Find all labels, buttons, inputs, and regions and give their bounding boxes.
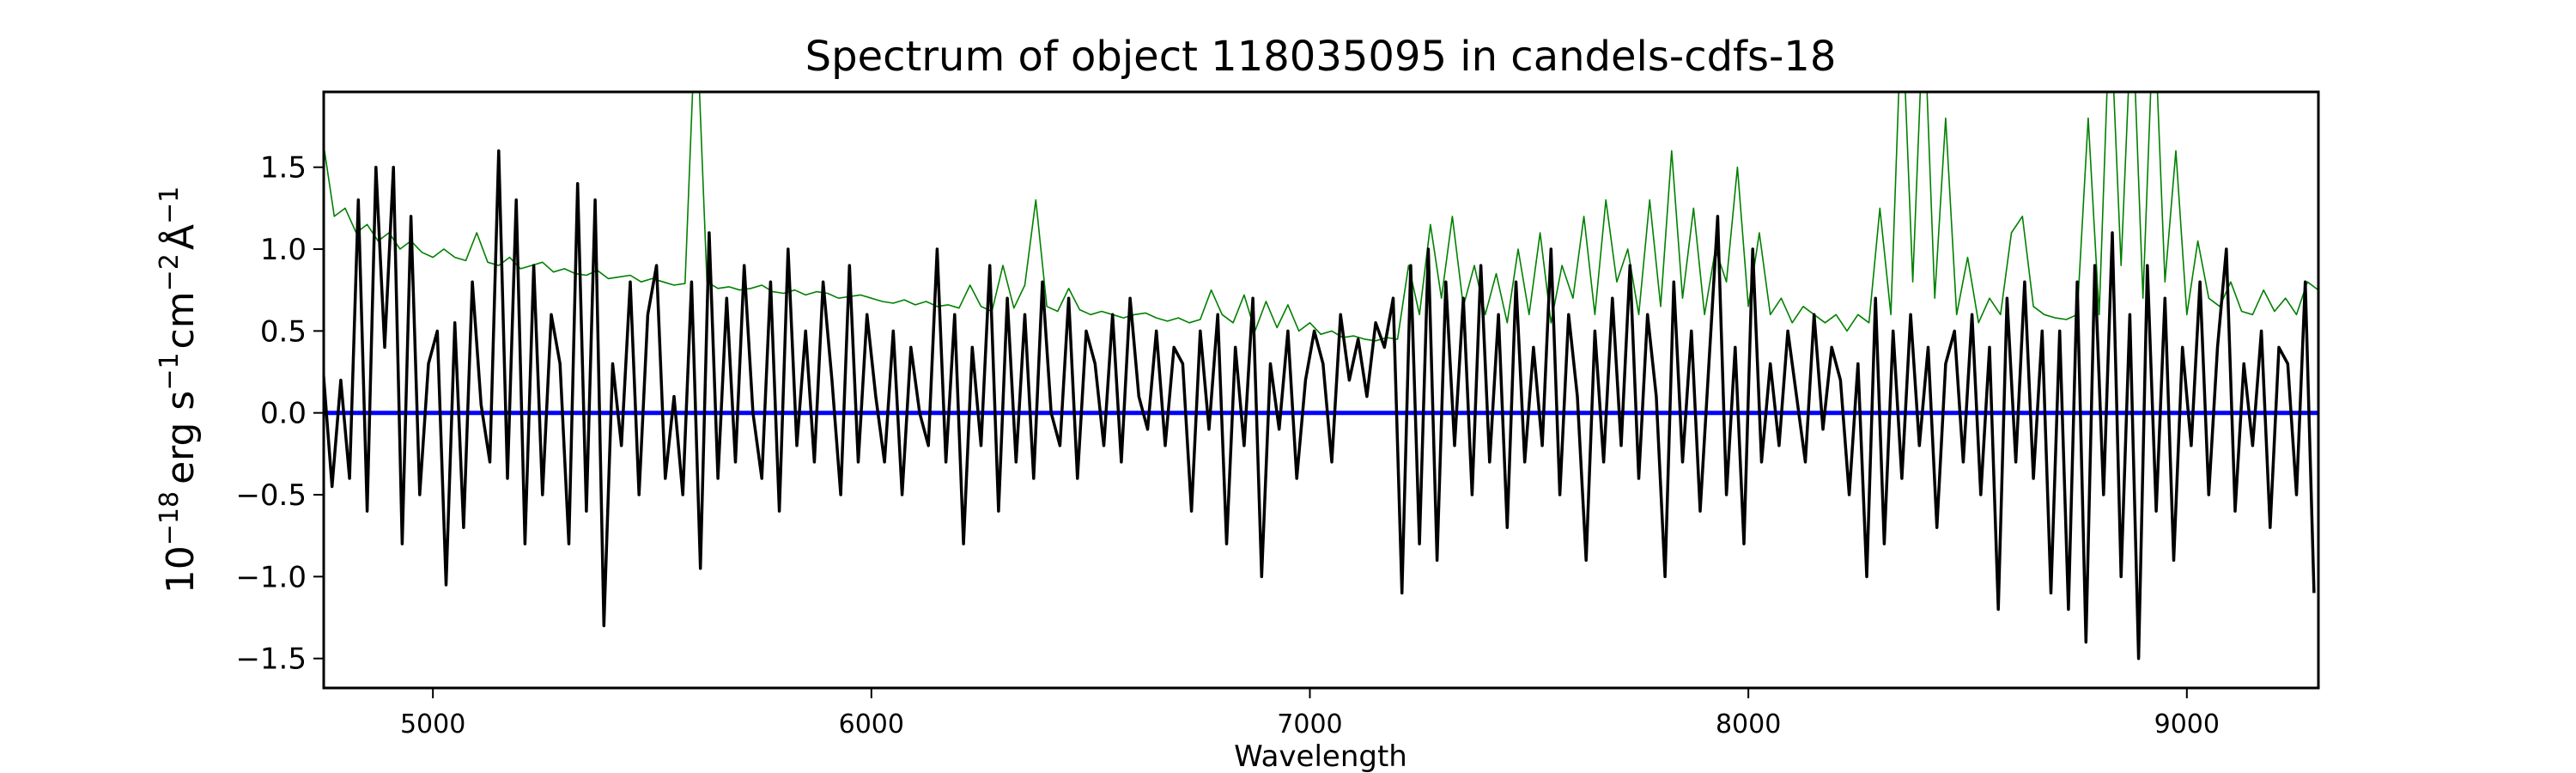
y-tick-label: −1.5 — [235, 642, 307, 677]
ylabel-exp3: −1 — [155, 186, 185, 224]
x-axis-label: Wavelength — [1234, 740, 1407, 773]
y-axis-label: 10−18erg s−1cm−2Å−1 — [155, 186, 203, 593]
y-axis: −1.5 −1.0 −0.5 0.0 0.5 1.0 1.5 — [235, 151, 324, 677]
x-axis: 5000 6000 7000 8000 9000 — [400, 688, 2220, 740]
flux-series-line — [324, 149, 2316, 660]
chart-title: Spectrum of object 118035095 in candels-… — [805, 33, 1837, 81]
ylabel-exp2: −2 — [155, 253, 185, 291]
y-tick-label: 1.0 — [260, 233, 307, 267]
y-tick-label: 0.5 — [260, 314, 307, 349]
x-tick-label: 6000 — [839, 709, 904, 740]
ylabel-unit2: cm — [159, 291, 203, 349]
y-tick-label: 1.5 — [260, 151, 307, 186]
plot-lines — [324, 92, 2318, 660]
x-tick-label: 7000 — [1277, 709, 1342, 740]
y-tick-label: 0.0 — [260, 397, 307, 431]
y-tick-label: −0.5 — [235, 478, 307, 513]
ylabel-base: 10 — [159, 545, 203, 593]
plot-frame — [322, 90, 2320, 690]
x-tick-label: 9000 — [2154, 709, 2220, 740]
ylabel-exp1: −1 — [155, 352, 185, 390]
ylabel-unit3: Å — [157, 224, 203, 250]
ylabel-unit1: erg s — [159, 391, 203, 484]
ylabel-exp: −18 — [155, 491, 185, 545]
x-tick-label: 5000 — [400, 709, 465, 740]
y-tick-label: −1.0 — [235, 560, 307, 594]
x-tick-label: 8000 — [1716, 709, 1781, 740]
